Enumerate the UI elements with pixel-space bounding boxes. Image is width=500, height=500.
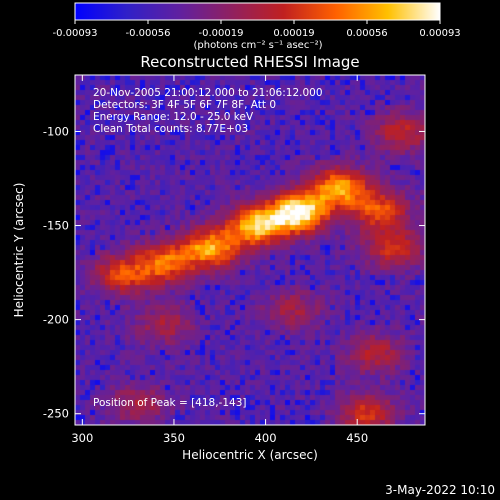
colorbar-tick-label: 0.00019 xyxy=(273,28,314,39)
annotation-block: 20-Nov-2005 21:00:12.000 to 21:06:12.000… xyxy=(93,87,323,409)
colorbar-tick-label: -0.00019 xyxy=(199,28,244,39)
colorbar-tick-label: -0.00093 xyxy=(53,28,98,39)
plot-area: 300 350 400 450 -250 -200 -150 -100 xyxy=(43,74,426,445)
x-axis-label: Heliocentric X (arcsec) xyxy=(182,448,318,462)
heatmap-image xyxy=(75,75,425,425)
annotation-energy-range: Energy Range: 12.0 - 25.0 keV xyxy=(93,111,254,123)
y-tick-label: -150 xyxy=(43,219,69,233)
y-tick-label: -200 xyxy=(43,313,69,327)
x-tick-label: 350 xyxy=(163,431,185,445)
colorbar-tick-label: 0.00093 xyxy=(419,28,460,39)
footer-timestamp: 3-May-2022 10:10 xyxy=(385,483,495,497)
colorbar-unit-label: (photons cm⁻² s⁻¹ asec⁻²) xyxy=(193,40,322,51)
colorbar: -0.00093 -0.00056 -0.00019 0.00019 0.00056 0.… xyxy=(53,2,461,51)
x-tick-label: 400 xyxy=(255,431,277,445)
annotation-time-range: 20-Nov-2005 21:00:12.000 to 21:06:12.000 xyxy=(93,87,323,99)
x-tick-label: 450 xyxy=(346,431,368,445)
chart-title: Reconstructed RHESSI Image xyxy=(140,53,359,71)
colorbar-tick-label: -0.00056 xyxy=(126,28,171,39)
x-tick-label: 300 xyxy=(71,431,93,445)
plot-frame xyxy=(74,74,426,426)
y-tick-label: -100 xyxy=(43,124,69,138)
annotation-detectors: Detectors: 3F 4F 5F 6F 7F 8F, Att 0 xyxy=(93,99,276,111)
colorbar-tick-label: 0.00056 xyxy=(346,28,387,39)
colorbar-ticks: -0.00093 -0.00056 -0.00019 0.00019 0.00056 0.… xyxy=(53,20,461,39)
y-tick-label: -250 xyxy=(43,407,69,421)
colorbar-gradient xyxy=(74,2,441,21)
axis-ticks: 300 350 400 450 -250 -200 -150 -100 xyxy=(43,75,425,445)
annotation-peak-position: Position of Peak = [418,-143] xyxy=(93,397,247,409)
annotation-clean-counts: Clean Total counts: 8.77E+03 xyxy=(93,123,248,135)
y-axis-label: Heliocentric Y (arcsec) xyxy=(12,183,26,318)
